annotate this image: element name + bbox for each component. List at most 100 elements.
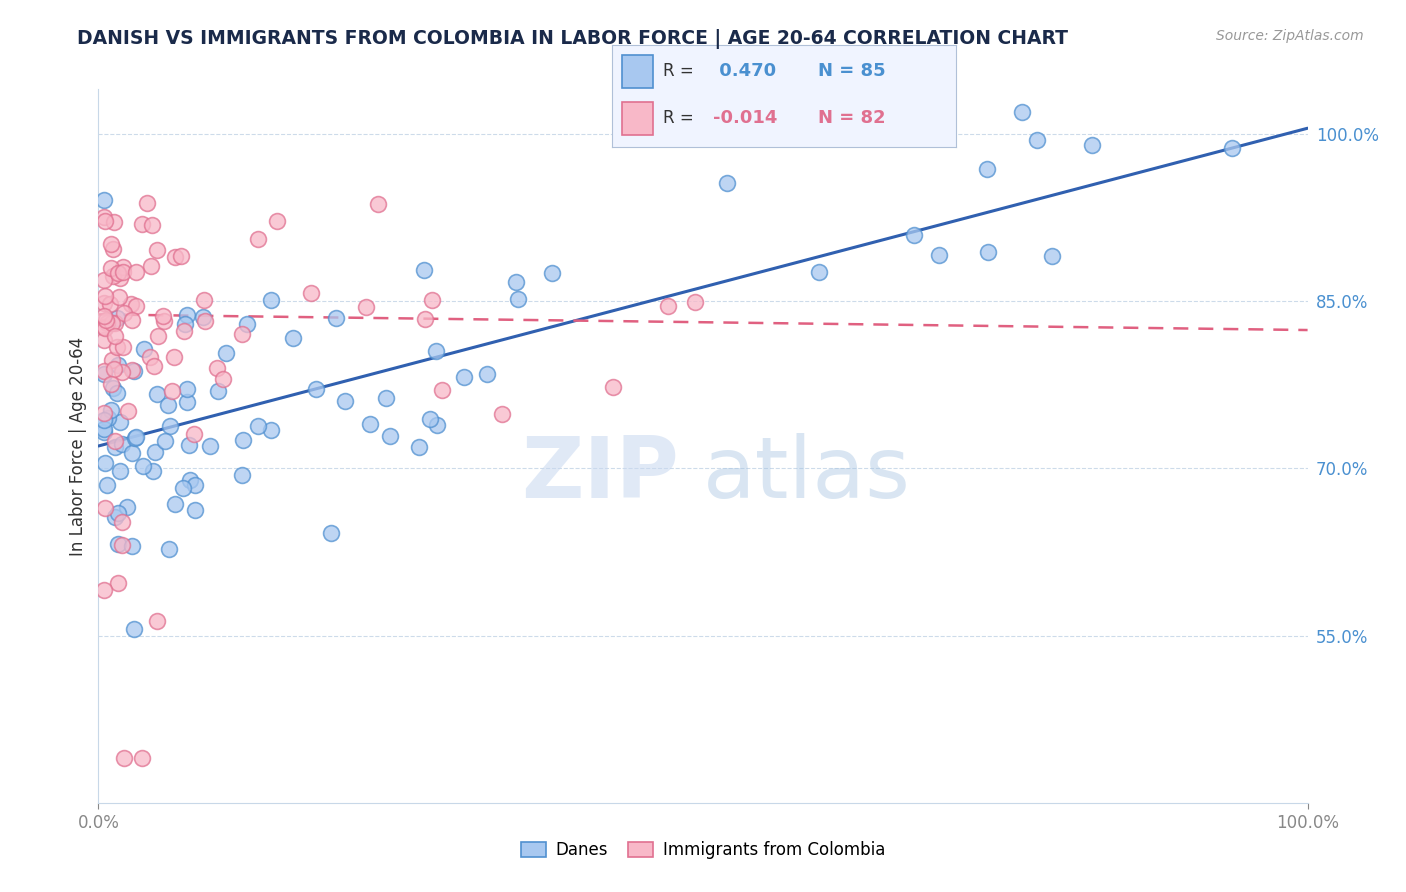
- Point: [176, 382, 198, 396]
- Legend: Danes, Immigrants from Colombia: Danes, Immigrants from Colombia: [515, 835, 891, 866]
- Point: [122, 623, 145, 637]
- Point: [104, 329, 127, 343]
- Point: [247, 418, 270, 433]
- Text: ZIP: ZIP: [522, 433, 679, 516]
- Point: [426, 418, 449, 433]
- Point: [325, 310, 347, 325]
- Point: [132, 342, 155, 356]
- Point: [112, 751, 135, 765]
- Point: [1220, 141, 1243, 155]
- Point: [103, 243, 125, 257]
- Point: [93, 422, 115, 436]
- Point: [807, 265, 830, 279]
- Point: [105, 310, 128, 325]
- Point: [1011, 104, 1033, 119]
- Point: [125, 264, 148, 278]
- Point: [260, 293, 283, 307]
- Point: [131, 458, 153, 473]
- Point: [159, 419, 181, 434]
- Point: [685, 294, 707, 309]
- Point: [94, 501, 117, 516]
- Point: [1080, 137, 1102, 152]
- Point: [136, 196, 159, 211]
- Point: [367, 196, 389, 211]
- Point: [100, 236, 122, 251]
- Point: [430, 383, 453, 397]
- Point: [172, 482, 194, 496]
- Point: [93, 295, 115, 310]
- Point: [93, 364, 115, 378]
- Point: [108, 290, 131, 304]
- Point: [152, 309, 174, 323]
- Point: [107, 359, 129, 373]
- Point: [139, 351, 162, 365]
- Point: [121, 539, 143, 553]
- Point: [305, 383, 328, 397]
- Point: [903, 227, 925, 242]
- Point: [146, 244, 169, 258]
- Text: 0.470: 0.470: [713, 62, 776, 79]
- Point: [231, 468, 253, 483]
- Point: [107, 537, 129, 551]
- Text: atlas: atlas: [703, 433, 911, 516]
- Point: [194, 314, 217, 328]
- Point: [420, 293, 443, 308]
- Point: [146, 387, 169, 401]
- Point: [146, 329, 169, 343]
- Point: [107, 266, 129, 280]
- Point: [375, 392, 398, 406]
- Point: [93, 425, 115, 439]
- Point: [98, 297, 121, 311]
- Point: [107, 506, 129, 520]
- Point: [93, 310, 115, 324]
- Point: [93, 582, 115, 597]
- Point: [356, 300, 378, 314]
- Point: [111, 365, 134, 379]
- Point: [179, 473, 201, 487]
- Point: [408, 440, 430, 454]
- Point: [112, 260, 135, 274]
- Point: [163, 497, 186, 511]
- Point: [117, 404, 139, 418]
- Point: [266, 213, 288, 227]
- Point: [117, 500, 139, 514]
- Point: [378, 429, 401, 443]
- Point: [120, 296, 142, 310]
- Point: [93, 320, 115, 334]
- Point: [176, 394, 198, 409]
- Point: [212, 372, 235, 386]
- Point: [125, 299, 148, 313]
- Bar: [621, 55, 652, 87]
- Point: [108, 464, 131, 478]
- Point: [413, 262, 436, 277]
- Point: [100, 260, 122, 275]
- Point: [104, 316, 127, 330]
- Point: [93, 413, 115, 427]
- Point: [207, 384, 229, 398]
- Point: [100, 403, 122, 417]
- Point: [184, 478, 207, 492]
- Point: [976, 162, 998, 177]
- Point: [247, 232, 270, 246]
- Point: [96, 316, 118, 330]
- Point: [105, 340, 128, 354]
- Point: [112, 340, 135, 354]
- Text: R =: R =: [664, 62, 699, 79]
- Point: [928, 248, 950, 262]
- Point: [111, 265, 134, 279]
- Point: [121, 446, 143, 460]
- Point: [108, 415, 131, 429]
- Point: [104, 434, 127, 448]
- Point: [153, 314, 176, 328]
- Point: [1026, 133, 1049, 147]
- Point: [260, 423, 283, 437]
- Point: [111, 515, 134, 529]
- Point: [236, 317, 259, 331]
- Point: [100, 376, 122, 391]
- Point: [165, 250, 187, 264]
- Point: [491, 407, 513, 421]
- Point: [198, 439, 221, 453]
- Point: [333, 394, 356, 409]
- Point: [93, 333, 115, 347]
- Point: [173, 325, 195, 339]
